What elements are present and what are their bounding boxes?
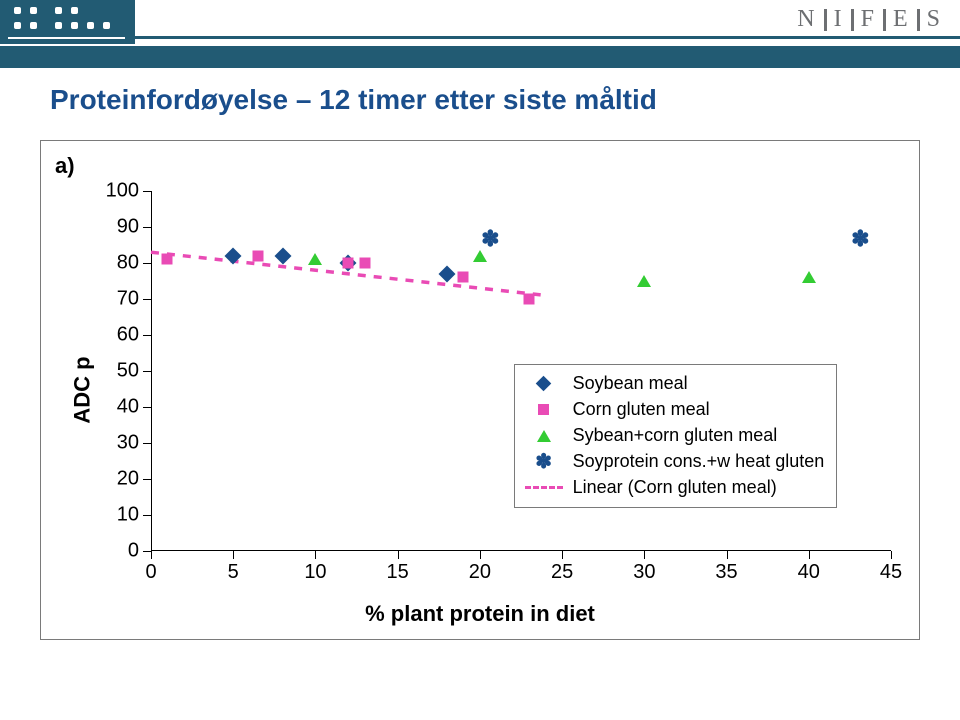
banner-right: NIFES xyxy=(135,0,960,44)
y-tick-label: 20 xyxy=(99,468,139,491)
legend-marker xyxy=(525,378,563,389)
y-tick xyxy=(143,371,151,372)
x-tick xyxy=(480,551,481,559)
y-tick-label: 40 xyxy=(99,396,139,419)
y-tick-label: 30 xyxy=(99,432,139,455)
x-tick xyxy=(891,551,892,559)
legend-item-soyprotein_wheat_gluten: ✽ Soyprotein cons.+w heat gluten xyxy=(525,449,825,475)
legend-label: Soybean meal xyxy=(573,373,688,394)
y-tick xyxy=(143,335,151,336)
y-tick-label: 90 xyxy=(99,216,139,239)
x-tick-label: 35 xyxy=(715,561,737,584)
data-point-soyprotein_wheat_gluten: ✽ xyxy=(481,234,495,248)
x-tick xyxy=(809,551,810,559)
panel-label: a) xyxy=(55,153,75,179)
y-tick-label: 70 xyxy=(99,288,139,311)
y-tick-label: 100 xyxy=(99,180,139,203)
y-tick xyxy=(143,227,151,228)
y-axis-title: ADC p xyxy=(70,356,96,423)
x-tick xyxy=(233,551,234,559)
data-point-corn_gluten_meal xyxy=(252,250,263,261)
legend-label: Corn gluten meal xyxy=(573,399,710,420)
data-point-corn_gluten_meal xyxy=(458,272,469,283)
legend-item-trend: Linear (Corn gluten meal) xyxy=(525,475,825,501)
y-tick xyxy=(143,551,151,552)
x-axis-title: % plant protein in diet xyxy=(365,601,595,627)
legend-item-soybean_corn_gluten_meal: Sybean+corn gluten meal xyxy=(525,423,825,449)
data-point-corn_gluten_meal xyxy=(524,294,535,305)
data-point-soybean_corn_gluten_meal xyxy=(473,250,487,262)
data-point-corn_gluten_meal xyxy=(343,258,354,269)
x-tick-label: 10 xyxy=(304,561,326,584)
x-tick-label: 0 xyxy=(145,561,156,584)
plot-area: 0102030405060708090100051015202530354045… xyxy=(151,191,891,551)
data-point-soyprotein_wheat_gluten: ✽ xyxy=(851,234,865,248)
legend: Soybean meal Corn gluten meal Sybean+corn … xyxy=(514,364,838,508)
x-tick xyxy=(151,551,152,559)
legend-label: Linear (Corn gluten meal) xyxy=(573,477,777,498)
y-tick xyxy=(143,263,151,264)
y-tick-label: 50 xyxy=(99,360,139,383)
x-tick xyxy=(315,551,316,559)
page-title: Proteinfordøyelse – 12 timer etter siste… xyxy=(50,84,657,116)
x-tick-label: 30 xyxy=(633,561,655,584)
x-tick xyxy=(727,551,728,559)
x-tick xyxy=(562,551,563,559)
data-point-corn_gluten_meal xyxy=(162,254,173,265)
y-tick xyxy=(143,299,151,300)
y-tick xyxy=(143,479,151,480)
legend-marker: ✽ xyxy=(525,449,563,474)
legend-label: Sybean+corn gluten meal xyxy=(573,425,778,446)
x-tick xyxy=(398,551,399,559)
x-tick-label: 5 xyxy=(228,561,239,584)
legend-item-soybean_meal: Soybean meal xyxy=(525,371,825,397)
legend-label: Soyprotein cons.+w heat gluten xyxy=(573,451,825,472)
top-banner: NIFES xyxy=(0,0,960,44)
x-tick xyxy=(644,551,645,559)
y-tick-label: 80 xyxy=(99,252,139,275)
legend-marker xyxy=(525,430,563,442)
y-tick xyxy=(143,407,151,408)
y-tick xyxy=(143,443,151,444)
x-tick-label: 20 xyxy=(469,561,491,584)
banner-logo-block xyxy=(0,0,135,44)
banner-stripe xyxy=(0,46,960,68)
legend-marker xyxy=(525,486,563,489)
y-tick xyxy=(143,191,151,192)
data-point-soybean_corn_gluten_meal xyxy=(802,271,816,283)
x-tick-label: 15 xyxy=(387,561,409,584)
y-tick-label: 10 xyxy=(99,504,139,527)
x-tick-label: 25 xyxy=(551,561,573,584)
y-tick xyxy=(143,515,151,516)
legend-marker xyxy=(525,404,563,415)
y-tick-label: 0 xyxy=(99,540,139,563)
chart-container: a) ADC p % plant protein in diet 0102030… xyxy=(40,140,920,640)
x-tick-label: 40 xyxy=(798,561,820,584)
data-point-soybean_corn_gluten_meal xyxy=(308,253,322,265)
nifes-logo: NIFES xyxy=(797,6,942,33)
legend-item-corn_gluten_meal: Corn gluten meal xyxy=(525,397,825,423)
y-tick-label: 60 xyxy=(99,324,139,347)
data-point-corn_gluten_meal xyxy=(359,258,370,269)
data-point-soybean_corn_gluten_meal xyxy=(637,275,651,287)
x-tick-label: 45 xyxy=(880,561,902,584)
